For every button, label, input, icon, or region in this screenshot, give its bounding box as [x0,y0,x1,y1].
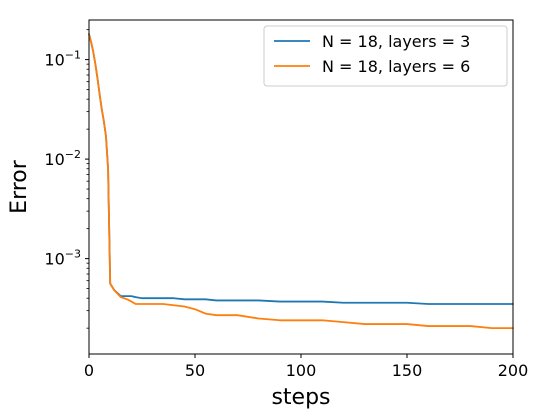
series-layer [88,33,514,330]
x-tick-label: 200 [498,361,529,380]
y-axis-label: Error [7,159,32,214]
x-tick-label: 0 [84,361,94,380]
plot-frame [88,19,514,355]
x-axis-label: steps [271,385,330,410]
tick-layer: 0 50 100 150 200 10−1 10−2 10−3 [44,29,529,380]
series-line-2 [88,33,514,330]
legend-label: N = 18, layers = 3 [322,32,470,51]
legend-box [263,25,508,87]
x-tick-label: 150 [392,361,423,380]
x-tick-label: 100 [286,361,317,380]
y-tick-label: 10−2 [44,148,81,169]
y-tick-label: 10−3 [44,248,81,269]
x-tick-label: 50 [185,361,205,380]
legend-label: N = 18, layers = 6 [322,57,470,76]
y-tick-label: 10−1 [44,49,81,70]
legend: N = 18, layers = 3 N = 18, layers = 6 [263,25,508,87]
